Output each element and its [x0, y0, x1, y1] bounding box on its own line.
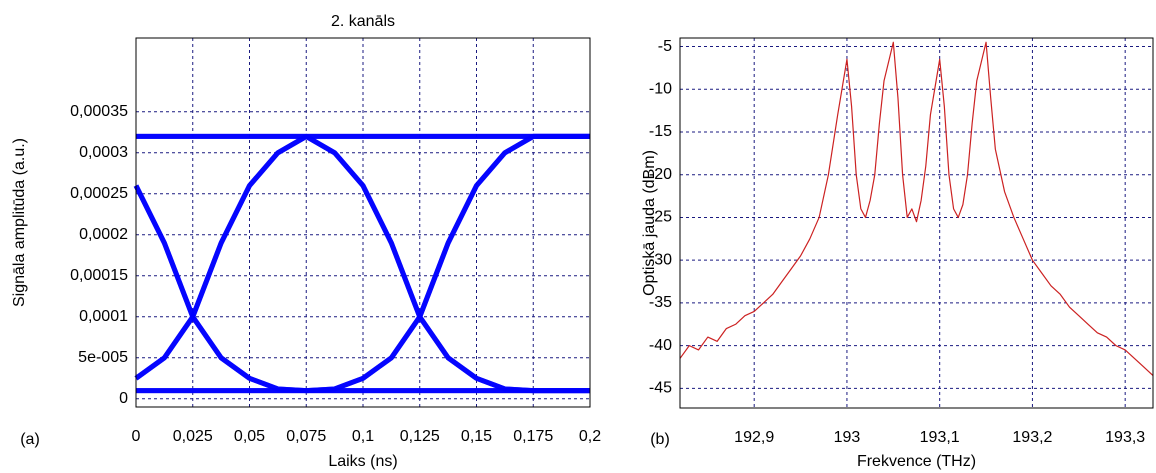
data-line	[679, 41, 1154, 376]
y-tick-label: -15	[649, 123, 672, 140]
y-axis-label: Signāla amplitūda (a.u.)	[11, 138, 28, 307]
y-tick-label: -45	[649, 380, 672, 397]
chart-title: 2. kanāls	[331, 13, 395, 30]
x-tick-label: 193,2	[1012, 429, 1052, 446]
y-tick-label: -5	[658, 38, 672, 55]
y-tick-label: -40	[649, 337, 672, 354]
y-tick-label: 0,0003	[79, 144, 128, 161]
y-tick-label: -25	[649, 209, 672, 226]
x-tick-label: 0,075	[286, 428, 326, 445]
x-tick-label: 193,3	[1105, 429, 1145, 446]
y-tick-label: 0,00025	[70, 185, 128, 202]
x-tick-label: 0	[132, 428, 141, 445]
x-tick-label: 0,025	[173, 428, 213, 445]
y-tick-label: 5e-005	[78, 349, 128, 366]
plot-area	[680, 38, 1153, 408]
x-axis-label: Laiks (ns)	[328, 453, 397, 470]
x-tick-label: 193	[834, 429, 861, 446]
data-line	[133, 133, 590, 394]
panel-label: (a)	[20, 431, 40, 448]
y-tick-label: 0,0002	[79, 226, 128, 243]
panel-label: (b)	[650, 431, 670, 448]
y-tick-label: -20	[649, 166, 672, 183]
y-tick-label: 0,00015	[70, 267, 128, 284]
y-axis-label: Optiskā jauda (dBm)	[641, 150, 658, 296]
y-tick-label: 0,00035	[70, 103, 128, 120]
y-tick-label: 0	[119, 390, 128, 407]
x-tick-label: 0,175	[513, 428, 553, 445]
x-tick-label: 0,15	[461, 428, 492, 445]
y-tick-label: -10	[649, 80, 672, 97]
y-tick-label: 0,0001	[79, 308, 128, 325]
x-axis-label: Frekvence (THz)	[857, 453, 976, 470]
x-tick-label: 0,2	[579, 428, 601, 445]
x-tick-label: 0,1	[352, 428, 374, 445]
y-tick-label: -35	[649, 294, 672, 311]
y-tick-label: -30	[649, 251, 672, 268]
x-tick-label: 193,1	[920, 429, 960, 446]
plot-frame	[135, 37, 591, 408]
plot-frame	[679, 37, 1154, 409]
x-tick-label: 192,9	[734, 429, 774, 446]
x-tick-label: 0,05	[234, 428, 265, 445]
x-tick-label: 0,125	[400, 428, 440, 445]
